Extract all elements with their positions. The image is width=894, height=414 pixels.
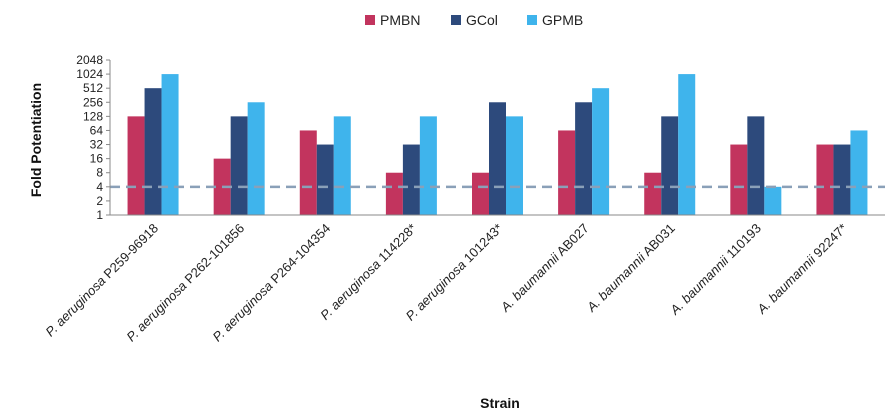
species-name: P. aeruginosa	[42, 273, 108, 339]
strain-id: 114228*	[373, 221, 420, 268]
bar-pmbn-8	[730, 144, 748, 215]
strain-id: AB031	[638, 221, 678, 261]
bar-gpmb-1	[161, 74, 179, 215]
bar-pmbn-3	[299, 130, 317, 215]
x-category-label: P. aeruginosa 101243*	[403, 221, 506, 324]
species-name: P. aeruginosa	[317, 257, 383, 323]
legend-label-gpmb: GPMB	[542, 12, 583, 28]
bar-gcol-2	[230, 116, 248, 215]
bar-gpmb-7	[678, 74, 696, 215]
y-tick-label: 512	[83, 81, 103, 95]
y-tick-label: 2048	[76, 53, 103, 67]
legend-swatch-gpmb	[527, 15, 537, 25]
bar-gcol-3	[316, 144, 334, 215]
y-tick-label: 4	[96, 180, 103, 194]
bar-gcol-9	[833, 144, 851, 215]
bar-gpmb-3	[333, 116, 351, 215]
bar-gcol-6	[575, 102, 593, 215]
x-category-label: A. baumannii AB031	[583, 221, 678, 316]
strain-id: 101243*	[458, 221, 505, 268]
strain-id: AB027	[551, 221, 591, 261]
bar-gcol-7	[661, 116, 679, 215]
bar-pmbn-7	[644, 172, 662, 215]
strain-id: P262-101856	[179, 221, 247, 289]
bar-gpmb-4	[419, 116, 437, 215]
legend-label-pmbn: PMBN	[380, 12, 420, 28]
strain-id: P259-96918	[98, 221, 161, 284]
y-tick-label: 1024	[76, 67, 103, 81]
x-category-label: A. baumannii 92247*	[753, 221, 850, 318]
legend-swatch-gcol	[451, 15, 461, 25]
bar-pmbn-6	[558, 130, 576, 215]
bar-gcol-4	[402, 144, 420, 215]
species-name: P. aeruginosa	[123, 278, 189, 344]
bar-gpmb-9	[850, 130, 868, 215]
bar-gpmb-8	[764, 186, 782, 215]
y-tick-label: 256	[83, 95, 103, 109]
strain-id: 92247*	[808, 221, 850, 263]
bar-pmbn-1	[127, 116, 145, 215]
legend: PMBN GCol GPMB	[365, 12, 583, 28]
bar-gcol-8	[747, 116, 765, 215]
x-category-label: A. baumannii 110193	[666, 221, 764, 319]
y-tick-label: 16	[90, 152, 104, 166]
y-tick-label: 2	[96, 194, 103, 208]
legend-label-gcol: GCol	[466, 12, 498, 28]
species-name: P. aeruginosa	[403, 257, 469, 323]
bar-pmbn-9	[816, 144, 834, 215]
y-tick-label: 1	[96, 208, 103, 222]
y-tick-label: 32	[90, 138, 104, 152]
x-category-label: A. baumannii AB027	[497, 221, 592, 316]
bar-pmbn-5	[472, 172, 489, 215]
x-category-label: P. aeruginosa 114228*	[317, 221, 419, 323]
strain-id: P264-104354	[265, 221, 333, 289]
y-axis-title: Fold Potentiation	[28, 83, 44, 197]
bar-gpmb-6	[592, 88, 610, 215]
strain-id: 110193	[721, 221, 764, 264]
species-name: P. aeruginosa	[209, 278, 275, 344]
species-name: A. baumannii	[753, 251, 819, 317]
species-name: A. baumannii	[583, 249, 649, 315]
x-axis-title: Strain	[480, 395, 520, 411]
bar-gcol-5	[489, 102, 506, 215]
bar-gpmb-5	[506, 116, 523, 215]
y-tick-label: 128	[83, 109, 103, 123]
species-name: A. baumannii	[666, 252, 732, 318]
y-tick-label: 64	[90, 123, 104, 137]
bars	[127, 74, 868, 215]
bar-pmbn-4	[385, 172, 403, 215]
bar-gcol-1	[144, 88, 162, 215]
bar-gpmb-2	[247, 102, 265, 215]
species-name: A. baumannii	[497, 249, 563, 315]
legend-swatch-pmbn	[365, 15, 375, 25]
y-tick-label: 8	[96, 166, 103, 180]
